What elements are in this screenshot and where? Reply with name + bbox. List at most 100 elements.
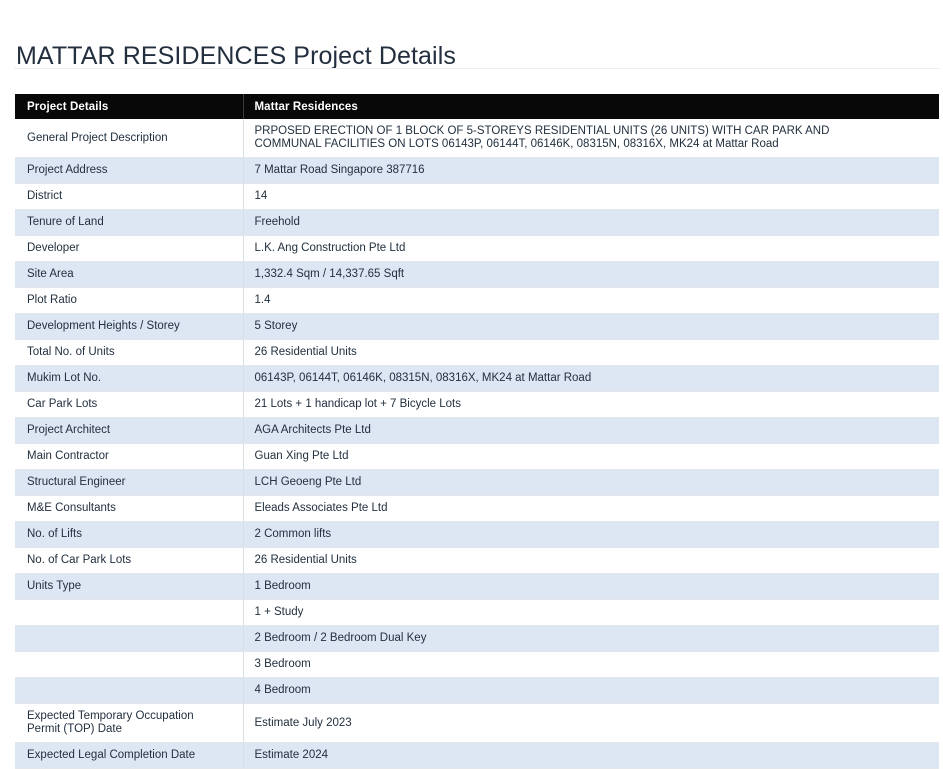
table-row: M&E Consultants Eleads Associates Pte Ltd xyxy=(15,495,939,522)
row-label: Mukim Lot No. xyxy=(27,372,102,384)
row-value-cell: 1 Bedroom xyxy=(243,573,939,600)
row-label-cell: Structural Engineer xyxy=(15,469,244,496)
column-header-mattar-residences: Mattar Residences xyxy=(242,94,939,119)
row-label: District xyxy=(27,190,63,202)
row-value: Estimate 2024 xyxy=(254,749,329,761)
title-divider xyxy=(14,68,939,69)
row-label: Structural Engineer xyxy=(27,476,126,488)
row-value-cell: 21 Lots + 1 handicap lot + 7 Bicycle Lot… xyxy=(243,391,939,418)
row-value: Freehold xyxy=(254,216,300,228)
row-label-cell xyxy=(15,599,244,626)
row-label-cell xyxy=(15,677,244,704)
row-label: Expected Legal Completion Date xyxy=(27,749,196,761)
row-value-cell: 14 xyxy=(243,183,939,210)
table-row: 3 Bedroom xyxy=(15,651,939,678)
row-label-cell: Main Contractor xyxy=(15,443,244,470)
table-row: General Project Description PRPOSED ERECT… xyxy=(15,119,939,158)
row-value: 2 Common lifts xyxy=(254,528,332,540)
row-value: 4 Bedroom xyxy=(254,684,311,696)
row-value: Guan Xing Pte Ltd xyxy=(254,450,349,462)
project-details-table: Project Details Mattar Residences Genera… xyxy=(15,94,939,769)
row-value: L.K. Ang Construction Pte Ltd xyxy=(254,242,406,254)
row-value-cell: Freehold xyxy=(243,209,939,236)
row-value-cell: 5 Storey xyxy=(243,313,939,340)
row-value: Estimate July 2023 xyxy=(254,716,352,729)
row-label-cell: Project Address xyxy=(15,157,244,184)
row-value-cell: PRPOSED ERECTION OF 1 BLOCK OF 5-STOREYS… xyxy=(243,119,939,158)
row-label: Units Type xyxy=(27,580,82,592)
row-label-cell: Car Park Lots xyxy=(15,391,244,418)
row-value-cell: 26 Residential Units xyxy=(243,339,939,366)
row-value-cell: 2 Common lifts xyxy=(243,521,939,548)
row-label: Total No. of Units xyxy=(27,346,115,358)
row-value-cell: 1 + Study xyxy=(243,599,939,626)
row-value-cell: 1,332.4 Sqm / 14,337.65 Sqft xyxy=(243,261,939,288)
page-title: MATTAR RESIDENCES Project Details xyxy=(16,41,456,70)
row-value: 06143P, 06144T, 06146K, 08315N, 08316X, … xyxy=(254,372,592,384)
table-body: General Project Description PRPOSED ERECT… xyxy=(15,119,939,769)
table-row: Structural Engineer LCH Geoeng Pte Ltd xyxy=(15,469,939,496)
table-row: 1 + Study xyxy=(15,599,939,626)
table-header-row: Project Details Mattar Residences xyxy=(15,94,939,119)
row-label: General Project Description xyxy=(27,131,168,144)
table-row: 4 Bedroom xyxy=(15,677,939,704)
row-value: 1 Bedroom xyxy=(254,580,311,592)
row-label-cell xyxy=(15,651,244,678)
column-header-project-details: Project Details xyxy=(15,94,243,119)
table-row: Developer L.K. Ang Construction Pte Ltd xyxy=(15,235,939,262)
row-label: Tenure of Land xyxy=(27,216,104,228)
row-label-cell: Site Area xyxy=(15,261,244,288)
row-label: Expected Temporary Occupation Permit (TO… xyxy=(27,710,194,735)
row-value: 5 Storey xyxy=(254,320,298,332)
row-value-cell: Estimate July 2023 xyxy=(243,703,939,743)
row-value-cell: 06143P, 06144T, 06146K, 08315N, 08316X, … xyxy=(243,365,939,392)
table-row: Mukim Lot No. 06143P, 06144T, 06146K, 083… xyxy=(15,365,939,392)
row-value: LCH Geoeng Pte Ltd xyxy=(254,476,362,488)
row-value-cell: 7 Mattar Road Singapore 387716 xyxy=(243,157,939,184)
row-value-cell: 4 Bedroom xyxy=(243,677,939,704)
row-label-cell: General Project Description xyxy=(15,119,244,158)
row-label-cell: M&E Consultants xyxy=(15,495,244,522)
row-value: 26 Residential Units xyxy=(254,346,357,358)
table-row: Units Type 1 Bedroom xyxy=(15,573,939,600)
row-value-cell: Estimate 2024 xyxy=(243,742,939,769)
row-label-cell xyxy=(15,625,244,652)
table-row: Project Address 7 Mattar Road Singapore 3… xyxy=(15,157,939,184)
row-label-cell: No. of Lifts xyxy=(15,521,244,548)
row-label: No. of Car Park Lots xyxy=(27,554,132,566)
row-label-cell: Expected Legal Completion Date xyxy=(15,742,244,769)
row-label: Main Contractor xyxy=(27,450,109,462)
row-label-cell: Project Architect xyxy=(15,417,244,444)
table-row: 2 Bedroom / 2 Bedroom Dual Key xyxy=(15,625,939,652)
row-value-cell: LCH Geoeng Pte Ltd xyxy=(243,469,939,496)
row-label: Plot Ratio xyxy=(27,294,77,306)
row-label-cell: District xyxy=(15,183,244,210)
project-details-page: MATTAR RESIDENCES Project Details Projec… xyxy=(14,41,939,769)
table-row: No. of Lifts 2 Common lifts xyxy=(15,521,939,548)
project-details-table-wrapper: Project Details Mattar Residences Genera… xyxy=(15,94,939,769)
row-value: 1 + Study xyxy=(254,606,304,618)
table-row: Plot Ratio 1.4 xyxy=(15,287,939,314)
row-label-cell: No. of Car Park Lots xyxy=(15,547,244,574)
table-row: Total No. of Units 26 Residential Units xyxy=(15,339,939,366)
row-value-cell: 1.4 xyxy=(243,287,939,314)
table-row: Car Park Lots 21 Lots + 1 handicap lot + … xyxy=(15,391,939,418)
row-label-cell: Developer xyxy=(15,235,244,262)
table-row: Main Contractor Guan Xing Pte Ltd xyxy=(15,443,939,470)
row-value-cell: Eleads Associates Pte Ltd xyxy=(243,495,939,522)
row-label: Project Address xyxy=(27,164,108,176)
row-value-cell: 3 Bedroom xyxy=(243,651,939,678)
row-label: Development Heights / Storey xyxy=(27,320,180,332)
row-value-cell: 2 Bedroom / 2 Bedroom Dual Key xyxy=(243,625,939,652)
row-value: Eleads Associates Pte Ltd xyxy=(254,502,388,514)
row-label: Site Area xyxy=(27,268,74,280)
row-label-cell: Units Type xyxy=(15,573,244,600)
table-row: Expected Legal Completion Date Estimate 2… xyxy=(15,742,939,769)
row-label: Car Park Lots xyxy=(27,398,98,410)
table-row: Site Area 1,332.4 Sqm / 14,337.65 Sqft xyxy=(15,261,939,288)
row-value-cell: AGA Architects Pte Ltd xyxy=(243,417,939,444)
row-value: 14 xyxy=(254,190,268,202)
table-row: No. of Car Park Lots 26 Residential Units xyxy=(15,547,939,574)
table-row: Tenure of Land Freehold xyxy=(15,209,939,236)
row-value: 2 Bedroom / 2 Bedroom Dual Key xyxy=(254,632,427,644)
